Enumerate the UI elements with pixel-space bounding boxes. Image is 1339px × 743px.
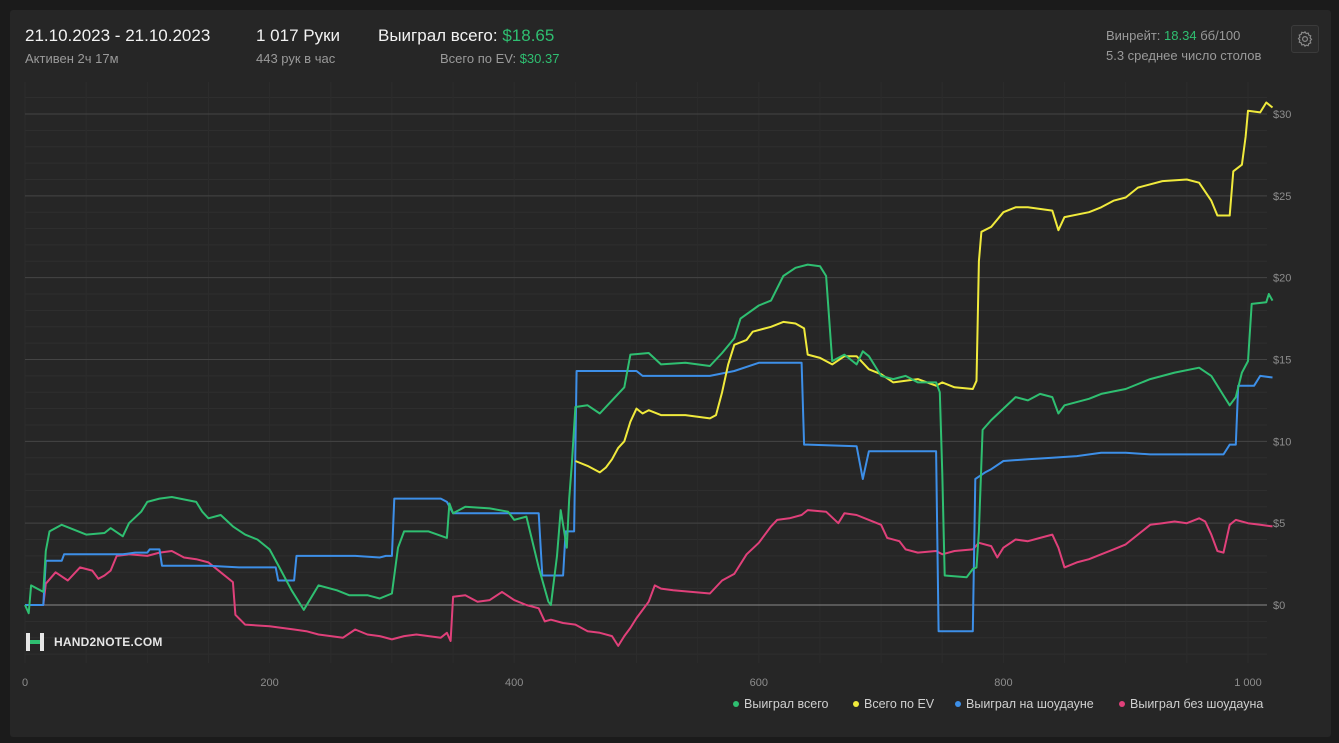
legend-item-won-total[interactable]: Выиграл всего — [733, 697, 828, 711]
gear-icon — [1297, 31, 1313, 47]
logo-text: HAND2NOTE.COM — [54, 635, 163, 649]
showdown-line — [25, 361, 1273, 633]
won-total-line — [24, 263, 1274, 615]
hand2note-logo-icon — [26, 633, 44, 651]
settings-button[interactable] — [1291, 25, 1319, 53]
legend-dot — [955, 701, 961, 707]
winrate-unit: бб/100 — [1200, 28, 1241, 43]
legend-label: Выиграл всего — [744, 697, 829, 711]
legend-dot — [733, 701, 739, 707]
hand2note-logo: HAND2NOTE.COM — [24, 631, 163, 653]
hands-per-hour: 443 рук в час — [256, 51, 336, 66]
x-tick-label: 1 000 — [1234, 677, 1262, 689]
legend-label: Всего по EV — [864, 697, 935, 711]
x-tick-label: 400 — [505, 677, 523, 689]
legend-item-ev-total[interactable]: Всего по EV — [853, 697, 934, 711]
winrate-label: Винрейт: — [1106, 28, 1161, 43]
won-total-summary: Выиграл всего: $18.65 — [378, 26, 554, 46]
avg-tables: 5.3 среднее число столов — [1106, 48, 1262, 63]
legend-dot — [853, 701, 859, 707]
y-tick-label: $15 — [1273, 355, 1291, 367]
legend-item-showdown[interactable]: Выиграл на шоудауне — [955, 697, 1094, 711]
winrate-value: 18.34 — [1164, 28, 1197, 43]
y-tick-label: $10 — [1273, 436, 1291, 448]
active-time: Активен 2ч 17м — [25, 51, 119, 66]
x-tick-label: 600 — [750, 677, 768, 689]
date-range[interactable]: 21.10.2023 - 21.10.2023 — [25, 26, 211, 45]
non-showdown-line — [25, 509, 1273, 647]
y-tick-label: $20 — [1273, 273, 1291, 285]
winrate: Винрейт: 18.34 бб/100 — [1106, 28, 1240, 43]
hands-count: 1 017 Руки — [256, 26, 341, 45]
y-tick-label: $5 — [1273, 518, 1285, 530]
legend-item-non-showdown[interactable]: Выиграл без шоудауна — [1119, 697, 1263, 711]
chart-panel — [10, 10, 1331, 737]
ev-total-line — [575, 101, 1274, 474]
y-tick-label: $30 — [1273, 109, 1291, 121]
x-tick-label: 800 — [994, 677, 1012, 689]
won-total-label: Выиграл всего: — [378, 26, 498, 45]
legend-dot — [1119, 701, 1125, 707]
y-tick-label: $25 — [1273, 191, 1291, 203]
legend-label: Выиграл без шоудауна — [1130, 697, 1264, 711]
x-tick-label: 0 — [22, 677, 28, 689]
legend-label: Выиграл на шоудауне — [966, 697, 1094, 711]
y-tick-label: $0 — [1273, 600, 1285, 612]
ev-total-label: Всего по EV: — [440, 51, 517, 66]
won-total-value: $18.65 — [502, 26, 555, 45]
ev-total-value: $30.37 — [519, 51, 560, 66]
ev-total-summary: Всего по EV: $30.37 — [440, 51, 559, 66]
x-tick-label: 200 — [260, 677, 278, 689]
